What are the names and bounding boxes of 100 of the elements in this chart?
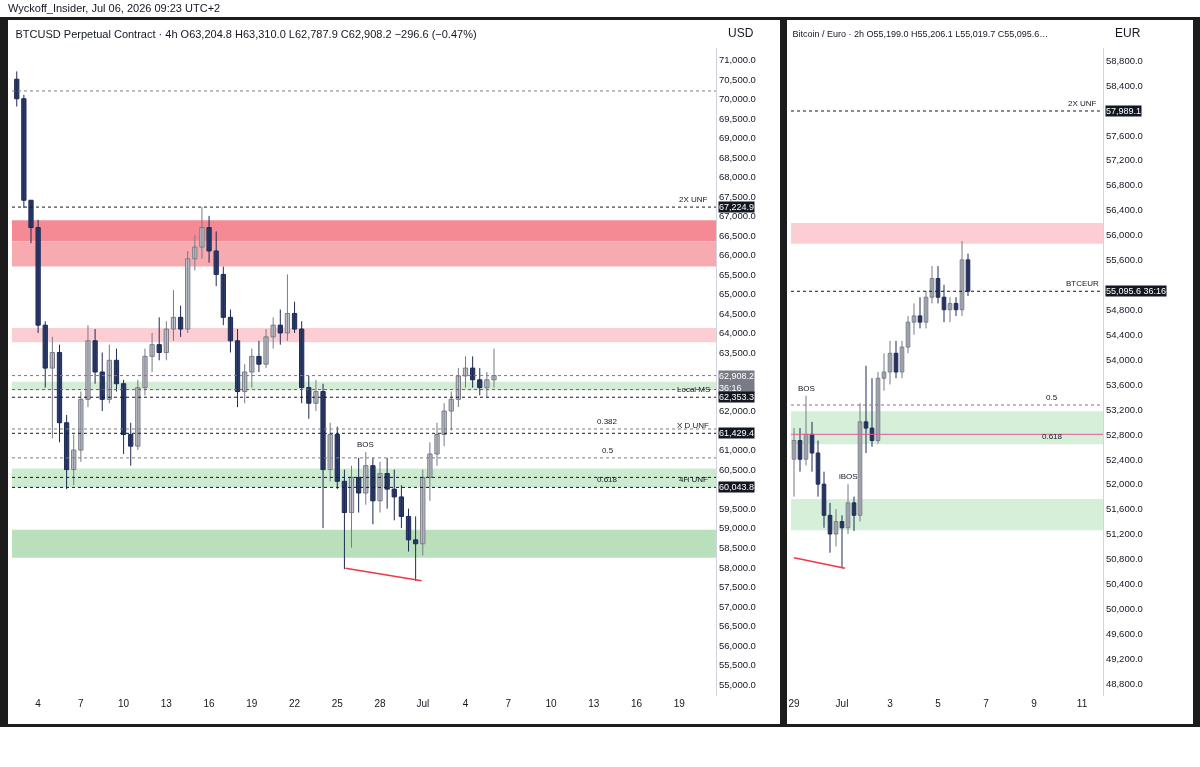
annotation: BOS [357,440,374,449]
chart-title: Bitcoin / Euro · 2h O55,199.0 H55,206.1 L55,019.7 C55,095.6… [792,28,1049,39]
y-tick-label: 62,000.0 [718,405,756,417]
x-tick-label: 16 [203,698,216,709]
text: EUR [1115,26,1141,40]
y-tick-label: 51,200.0 [1105,528,1143,540]
y-tick-label: 49,200.0 [1105,652,1143,664]
annotation: 0.618 [1042,432,1063,441]
y-tick-label: 56,500.0 [718,620,756,632]
y-tick-label: 55,000.0 [718,678,756,690]
y-tick-label: 57,000.0 [718,600,756,612]
y-tick-label: 52,000.0 [1105,478,1143,490]
ref-line-label: 62,353.3 [719,392,755,402]
y-tick-label: 55,500.0 [718,659,756,671]
y-tick-label: 67,000.0 [718,210,756,222]
y-tick-label: 58,000.0 [718,561,756,573]
y-tick-label: 67,500.0 [718,190,756,202]
y-tick-label: 53,600.0 [1105,378,1143,390]
y-tick-label: 64,500.0 [718,307,756,319]
y-tick-label: 60,500.0 [718,463,756,475]
x-tick-label: 19 [246,698,258,709]
y-tick-label: 54,400.0 [1105,328,1143,340]
y-tick-label: 56,800.0 [1105,179,1143,191]
x-tick-label: 13 [588,698,600,709]
x-tick-label: Jul [416,698,430,709]
x-tick-label: 4 [35,698,42,709]
ref-line-label: 62,908.2 36:16 [719,371,755,393]
y-tick-label: 49,600.0 [1105,628,1143,640]
y-tick-label: 54,800.0 [1105,304,1143,316]
y-tick-label: 59,000.0 [718,522,756,534]
y-tick-label: 50,000.0 [1105,603,1143,615]
x-tick-label: 9 [1031,698,1038,709]
annotation: Local MS [677,385,711,394]
x-tick-label: 16 [630,698,643,709]
y-tick-label: 55,600.0 [1105,254,1143,266]
y-tick-label: 70,500.0 [718,73,756,85]
y-tick-label: 64,000.0 [718,327,756,339]
x-tick-label: 10 [118,698,130,709]
x-tick-label: 13 [160,698,173,709]
annotation: iBOS [839,472,858,481]
ref-line-label: 60,043.8 [719,482,755,492]
annotation: BOS [798,384,815,393]
y-tick-label: 57,600.0 [1105,129,1143,141]
y-tick-label: 68,500.0 [718,151,756,163]
x-tick-label: 3 [887,698,894,709]
y-tick-label: 57,500.0 [718,581,756,593]
x-tick-label: 19 [673,698,686,709]
chart-title: BTCUSD Perpetual Contract · 4h O63,204.8 H63,310.0 L62,787.9 C62,908.2 −296.6 (−0.47%) [15,28,477,41]
y-tick-label: 50,800.0 [1105,553,1143,565]
y-tick-label: 66,000.0 [718,249,756,261]
y-tick-label: 53,200.0 [1105,403,1143,415]
x-tick-label: 22 [288,698,301,709]
annotation: 2X UNF [1068,99,1097,108]
y-tick-label: 70,000.0 [718,93,756,105]
y-tick-label: 57,200.0 [1105,154,1143,166]
annotation: X D UNF [677,421,710,430]
y-tick-label: 48,800.0 [1105,677,1143,689]
ref-line-label: 57,989.1 [1106,106,1142,116]
y-tick-label: 69,500.0 [718,112,756,124]
chart-subtitle: Wyckoff_Insider, Jul 06, 2026 09:23 UTC+2 [8,2,221,14]
x-tick-label: 7 [505,698,512,709]
y-tick-label: 50,400.0 [1105,578,1143,590]
x-tick-label: 28 [374,698,387,709]
x-tick-label: 7 [78,698,85,709]
y-tick-label: 54,000.0 [1105,353,1143,365]
y-tick-label: 56,400.0 [1105,204,1143,216]
y-tick-label: 51,600.0 [1105,503,1143,515]
y-tick-label: 65,000.0 [718,288,756,300]
ref-line-label: 55,095.6 36:16 [1106,286,1167,296]
x-tick-label: 29 [788,698,800,709]
y-tick-label: 71,000.0 [718,54,756,66]
y-tick-label: 68,000.0 [718,171,756,183]
y-tick-label: 52,800.0 [1105,428,1143,440]
y-tick-label: 56,000.0 [1105,229,1143,241]
y-tick-label: 69,000.0 [718,132,756,144]
y-tick-label: 56,000.0 [718,639,756,651]
x-tick-label: 7 [983,698,990,709]
annotation: BTCEUR [1066,279,1100,288]
y-tick-label: 59,500.0 [718,502,756,514]
x-tick-label: 10 [545,698,557,709]
annotation: 4H UNF [679,475,708,484]
y-tick-label: 52,400.0 [1105,453,1143,465]
x-tick-label: 25 [331,698,344,709]
y-tick-label: 58,500.0 [718,541,756,553]
annotation: 0.5 [1046,393,1058,402]
annotation: 0.618 [597,475,618,484]
annotation: 0.5 [602,446,614,455]
y-tick-label: 66,500.0 [718,229,756,241]
annotation: 2X UNF [679,195,708,204]
ref-line-label: 67,224.9 [719,202,755,212]
x-tick-label: 11 [1076,698,1088,709]
y-tick-label: 58,800.0 [1105,54,1143,66]
text: USD [728,26,754,40]
x-tick-label: 5 [935,698,942,709]
y-tick-label: 65,500.0 [718,268,756,280]
x-tick-label: 4 [462,698,469,709]
annotation: 0.382 [597,417,618,426]
y-tick-label: 63,500.0 [718,346,756,358]
y-tick-label: 58,400.0 [1105,79,1143,91]
y-tick-label: 61,000.0 [718,444,756,456]
